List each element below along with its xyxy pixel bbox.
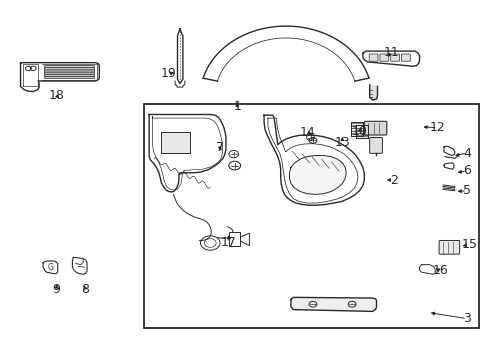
Polygon shape	[369, 85, 377, 100]
Text: 12: 12	[429, 121, 445, 134]
Polygon shape	[43, 261, 58, 274]
Text: 11: 11	[383, 46, 398, 59]
Text: 14: 14	[299, 126, 314, 139]
Text: 7: 7	[216, 141, 224, 154]
Text: G: G	[47, 263, 53, 271]
FancyBboxPatch shape	[44, 68, 94, 70]
Text: 4: 4	[462, 147, 470, 159]
Bar	[161, 132, 189, 153]
FancyBboxPatch shape	[44, 76, 94, 78]
Bar	[144, 104, 478, 328]
FancyBboxPatch shape	[401, 54, 409, 61]
Bar	[355, 128, 367, 130]
Text: 15: 15	[461, 238, 476, 251]
FancyBboxPatch shape	[44, 70, 94, 72]
Text: 9: 9	[52, 283, 60, 296]
Polygon shape	[72, 257, 87, 274]
FancyBboxPatch shape	[368, 54, 377, 61]
Text: 18: 18	[48, 89, 64, 102]
Bar	[355, 133, 367, 135]
FancyBboxPatch shape	[369, 138, 382, 153]
Text: 2: 2	[389, 174, 397, 186]
Text: 13: 13	[334, 136, 349, 149]
Text: 1: 1	[233, 100, 241, 113]
Polygon shape	[443, 146, 454, 156]
Polygon shape	[443, 163, 453, 169]
Bar	[355, 125, 367, 127]
Bar	[350, 126, 363, 128]
Bar	[355, 131, 367, 133]
FancyBboxPatch shape	[379, 54, 388, 61]
FancyBboxPatch shape	[44, 72, 94, 74]
Text: 6: 6	[462, 165, 470, 177]
FancyBboxPatch shape	[44, 66, 94, 68]
Bar	[355, 136, 367, 138]
Polygon shape	[20, 63, 99, 91]
Text: 17: 17	[221, 237, 236, 249]
Polygon shape	[419, 265, 434, 274]
Text: 10: 10	[351, 125, 366, 138]
Text: 8: 8	[81, 283, 89, 296]
Bar	[350, 123, 363, 125]
FancyBboxPatch shape	[390, 54, 399, 61]
FancyBboxPatch shape	[364, 121, 386, 135]
Bar	[350, 129, 363, 131]
FancyBboxPatch shape	[438, 240, 459, 254]
Text: 19: 19	[161, 67, 176, 80]
Polygon shape	[289, 156, 346, 194]
Text: 5: 5	[462, 184, 470, 197]
Polygon shape	[264, 115, 364, 205]
Polygon shape	[149, 114, 225, 192]
Text: 3: 3	[462, 312, 470, 325]
Bar	[350, 134, 363, 136]
Polygon shape	[177, 29, 183, 84]
Bar	[350, 131, 363, 133]
FancyBboxPatch shape	[44, 74, 94, 76]
Polygon shape	[362, 51, 419, 66]
Bar	[228, 232, 239, 246]
Polygon shape	[290, 297, 376, 311]
Text: 16: 16	[431, 264, 447, 277]
